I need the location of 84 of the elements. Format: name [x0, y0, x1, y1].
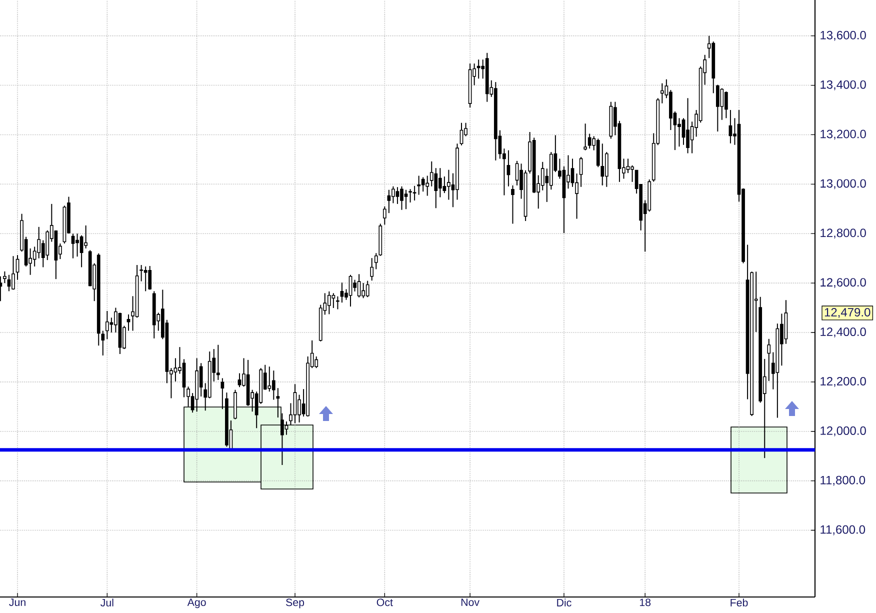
candlestick [404, 189, 408, 210]
candlestick [272, 370, 276, 400]
x-tick-label: Sep [286, 598, 304, 608]
candlestick [348, 274, 352, 308]
candlestick [76, 233, 79, 258]
candlestick [588, 133, 592, 150]
candlestick [298, 394, 301, 423]
y-tick-label: 11,800.0 [820, 476, 866, 486]
candlestick [216, 344, 220, 380]
x-tick-label: Jun [9, 598, 26, 606]
candlestick [408, 188, 412, 203]
candlestick [84, 224, 88, 249]
candlestick [374, 252, 378, 270]
text: 12,479.0 [824, 308, 870, 318]
candlestick [3, 270, 6, 284]
y-tick-label: 12,400.0 [820, 328, 866, 338]
x-tick-label: Jul [100, 598, 114, 606]
candlestick [37, 226, 41, 259]
candlestick [340, 282, 344, 304]
y-tick-label: 13,000.0 [820, 179, 866, 190]
candlestick [327, 290, 331, 315]
x-tick-label: 18 [640, 598, 651, 606]
candlestick [579, 156, 583, 188]
candlestick [238, 372, 242, 388]
candlestick [412, 185, 416, 201]
y-tick-label: 13,400.0 [820, 80, 866, 90]
candlestick [314, 356, 318, 369]
candlestick [767, 338, 771, 382]
candlestick [370, 258, 374, 282]
x-tick-label: Nov [461, 598, 480, 606]
candlestick [686, 98, 690, 154]
candlestick [442, 176, 446, 194]
candlestick [357, 274, 361, 298]
y-tick-label: 13,600.0 [820, 30, 866, 41]
candlestick [268, 366, 272, 392]
y-tick-label: 12,200.0 [820, 376, 866, 387]
candlestick [630, 164, 634, 182]
candlestick [182, 358, 186, 398]
y-tick-label: 13,200.0 [820, 130, 866, 140]
candlestick [126, 314, 130, 332]
candlestick [438, 168, 442, 198]
candlestick [148, 265, 152, 290]
y-tick-label: 11,600.0 [820, 525, 866, 536]
candlestick [199, 362, 203, 398]
candlestick [336, 296, 340, 310]
x-tick-label: Ago [187, 598, 206, 608]
candlestick [511, 184, 514, 224]
candlestick [515, 160, 519, 186]
candlestick [16, 254, 20, 280]
candlestick [421, 176, 425, 192]
x-tick-label: Feb [730, 598, 748, 606]
candlestick [144, 266, 148, 292]
candlestick [720, 88, 724, 120]
candlestick [447, 169, 450, 200]
candlestick [426, 175, 430, 196]
candlestick [396, 186, 400, 204]
candlestick [174, 358, 178, 382]
candlestick [71, 233, 75, 259]
y-tick-label: 12,600.0 [820, 278, 866, 288]
candlestick [660, 82, 664, 104]
candlestick [600, 143, 604, 186]
candlestick [366, 280, 370, 298]
candlestick [434, 168, 438, 209]
candlestick [604, 152, 608, 188]
candlestick [682, 118, 686, 146]
candlestick [101, 330, 105, 356]
candlestick [476, 59, 480, 80]
candlestick [80, 234, 84, 268]
candlestick [584, 123, 587, 151]
x-tick-label: Dic [557, 598, 572, 606]
candlestick [540, 161, 544, 191]
x-tick-label: Oct [376, 598, 393, 606]
candlestick [293, 384, 297, 424]
candlestick [382, 206, 386, 226]
candlestick [430, 160, 434, 187]
y-tick-label: 12,000.0 [820, 426, 866, 436]
candlestick [105, 310, 109, 340]
candlestick [332, 292, 336, 309]
y-tick-label: 12,800.0 [820, 228, 866, 239]
candlestick [400, 186, 404, 210]
candlestick [626, 158, 630, 174]
candlestick [387, 189, 391, 214]
candlestick [12, 256, 15, 290]
candlestick [716, 84, 720, 132]
